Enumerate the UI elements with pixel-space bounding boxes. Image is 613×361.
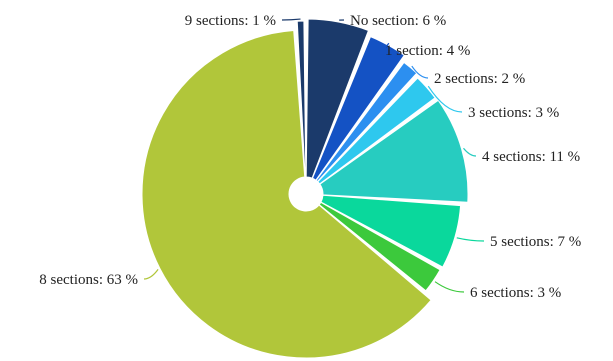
slice-4-sections xyxy=(319,99,469,203)
label-6-sections: 6 sections: 3 % xyxy=(470,285,561,301)
slice-labels: No section: 6 % 1 section: 4 % 2 sections:… xyxy=(39,13,581,301)
leader-8-sections xyxy=(143,269,159,280)
leader-3-sections xyxy=(427,85,463,113)
slice-9-sections xyxy=(296,20,307,178)
pie-slices xyxy=(141,18,469,359)
slice-5-sections xyxy=(320,194,462,268)
label-no-section: No section: 6 % xyxy=(350,13,446,29)
label-5-sections: 5 sections: 7 % xyxy=(490,234,581,250)
label-3-sections: 3 sections: 3 % xyxy=(468,105,559,121)
leader-lines xyxy=(143,18,485,293)
slice-no-section xyxy=(305,18,370,179)
leader-6-sections xyxy=(434,281,465,293)
leader-4-sections xyxy=(463,147,477,157)
leader-9-sections xyxy=(281,18,301,21)
leader-2-sections xyxy=(411,65,429,79)
label-4-sections: 4 sections: 11 % xyxy=(482,149,580,165)
label-8-sections: 8 sections: 63 % xyxy=(39,272,138,288)
slice-8-sections xyxy=(141,29,432,359)
leader-5-sections xyxy=(456,237,485,242)
label-2-sections: 2 sections: 2 % xyxy=(434,71,525,87)
label-1-section: 1 section: 4 % xyxy=(385,43,470,59)
leader-1-section xyxy=(378,42,390,51)
label-9-sections: 9 sections: 1 % xyxy=(185,13,276,29)
